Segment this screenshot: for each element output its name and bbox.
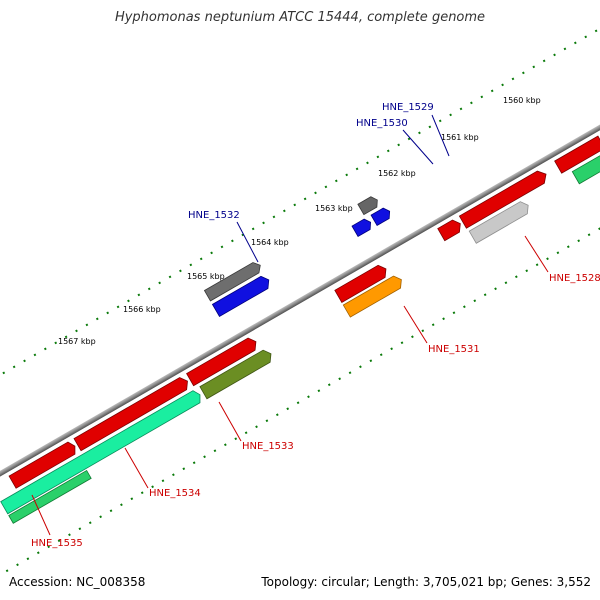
tick-label-1565: 1565 kbp xyxy=(187,272,225,281)
accession-text: Accession: NC_008358 xyxy=(9,575,146,589)
label-hne-1530[interactable]: HNE_1530 xyxy=(356,118,408,129)
gene-hne-1532-partner[interactable] xyxy=(211,274,272,318)
gene-hne-1529-partner[interactable] xyxy=(370,206,393,227)
gene-hne-1535[interactable] xyxy=(8,440,78,489)
label-hne-1531[interactable]: HNE_1531 xyxy=(428,344,480,355)
tick-label-1567: 1567 kbp xyxy=(58,337,96,346)
label-hne-1535[interactable]: HNE_1535 xyxy=(31,538,83,549)
gene-hne-1531[interactable] xyxy=(334,263,390,303)
label-hne-1528[interactable]: HNE_1528 xyxy=(549,273,600,284)
gene-hne-1528-extra[interactable] xyxy=(437,218,464,242)
gene-hne-1535-green[interactable] xyxy=(8,469,92,524)
leader-hne-1534 xyxy=(124,447,149,489)
leader-hne-1529 xyxy=(431,114,450,157)
genome-backbone xyxy=(0,73,600,528)
tick-label-1560: 1560 kbp xyxy=(503,96,541,105)
label-hne-1532[interactable]: HNE_1532 xyxy=(188,210,240,221)
gene-hne-1533-olive[interactable] xyxy=(199,348,275,400)
tick-label-1566: 1566 kbp xyxy=(123,305,161,314)
tick-label-1563: 1563 kbp xyxy=(315,204,353,213)
leader-hne-1528 xyxy=(524,235,549,273)
outer-tick-track xyxy=(0,0,600,453)
gene-hne-1528[interactable] xyxy=(458,168,549,229)
gene-right-edge-green[interactable] xyxy=(571,151,600,185)
tick-label-1564: 1564 kbp xyxy=(251,238,289,247)
leader-hne-1533 xyxy=(218,401,242,442)
label-hne-1534[interactable]: HNE_1534 xyxy=(149,488,201,499)
gene-hne-1530[interactable] xyxy=(351,217,374,238)
leader-hne-1531 xyxy=(403,305,428,344)
gene-hne-1534-green[interactable] xyxy=(0,389,204,515)
gene-hne-1532[interactable] xyxy=(203,260,263,302)
label-hne-1533[interactable]: HNE_1533 xyxy=(242,441,294,452)
leader-hne-1530 xyxy=(402,129,434,165)
gene-hne-1528-shadow[interactable] xyxy=(468,199,531,244)
gene-hne-1531-orange[interactable] xyxy=(342,274,405,318)
leader-hne-1535 xyxy=(31,494,51,536)
tick-label-1562: 1562 kbp xyxy=(378,169,416,178)
gene-hne-1529[interactable] xyxy=(357,195,380,216)
leader-hne-1532 xyxy=(236,221,259,263)
gene-right-edge-red[interactable] xyxy=(554,135,600,174)
gene-hne-1534[interactable] xyxy=(73,375,191,452)
map-title: Hyphomonas neptunium ATCC 15444, complet… xyxy=(114,10,486,25)
tick-label-1561: 1561 kbp xyxy=(441,133,479,142)
label-hne-1529[interactable]: HNE_1529 xyxy=(382,102,434,113)
gene-hne-1533[interactable] xyxy=(186,336,260,387)
genome-summary-text: Topology: circular; Length: 3,705,021 bp… xyxy=(261,575,591,589)
